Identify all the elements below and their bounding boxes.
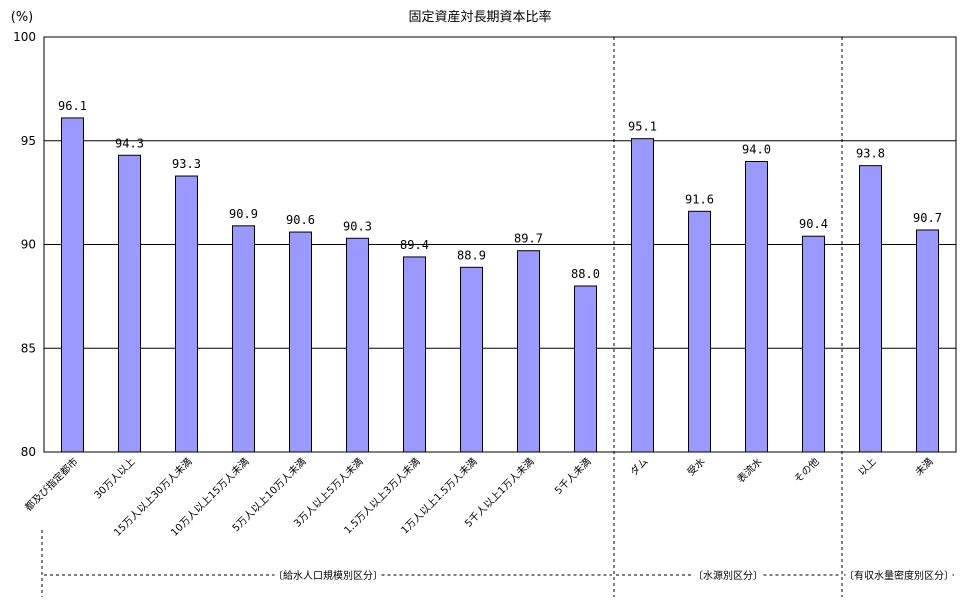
category-label: 5千人未満 xyxy=(552,456,593,497)
data-label: 93.8 xyxy=(856,147,885,161)
bar xyxy=(517,250,540,453)
category-label: 表流水 xyxy=(734,455,764,485)
bar xyxy=(460,266,483,453)
bar xyxy=(289,231,312,453)
y-tick-label: 100 xyxy=(13,30,36,44)
chart-title: 固定資産対長期資本比率 xyxy=(408,9,551,25)
data-labels: 96.1 94.3 93.3 90.9 90.6 90.3 89.4 88.9 89.7 88.0… xyxy=(58,99,942,281)
bars xyxy=(61,117,939,453)
data-label: 91.6 xyxy=(685,192,714,206)
bar xyxy=(916,229,939,453)
y-tick-label: 95 xyxy=(21,134,36,148)
y-axis-label: (%) xyxy=(11,10,34,25)
data-label: 94.3 xyxy=(115,136,144,150)
group-label: 〔水源別区分〕 xyxy=(693,569,763,582)
bar xyxy=(688,210,711,453)
bar xyxy=(859,165,882,453)
group-label: 〔給水人口規模別区分〕 xyxy=(273,569,383,582)
data-label: 90.9 xyxy=(229,207,258,221)
category-label: 未満 xyxy=(913,456,936,479)
bar xyxy=(232,225,255,453)
data-label: 96.1 xyxy=(58,99,87,113)
data-label: 90.7 xyxy=(913,211,942,225)
data-label: 93.3 xyxy=(172,157,201,171)
bar xyxy=(118,154,141,453)
bar xyxy=(175,175,198,453)
category-label: 都及び指定都市 xyxy=(22,455,81,514)
category-label: ダム xyxy=(627,455,650,478)
data-label: 94.0 xyxy=(742,143,771,157)
y-tick-label: 90 xyxy=(21,238,36,252)
data-label: 95.1 xyxy=(628,120,657,134)
y-tick-label: 85 xyxy=(21,341,36,355)
group-label: 〔有収水量密度別区分〕 xyxy=(844,569,954,582)
data-label: 89.7 xyxy=(514,232,543,246)
category-label: 受水 xyxy=(685,456,708,479)
y-tick-label: 80 xyxy=(21,445,36,459)
bar xyxy=(346,237,369,453)
bar xyxy=(61,117,84,453)
data-label: 90.4 xyxy=(799,217,828,231)
plot-area xyxy=(43,36,957,453)
bar xyxy=(631,138,654,453)
data-label: 88.0 xyxy=(571,267,600,281)
bar xyxy=(745,161,768,453)
group-dividers xyxy=(41,37,843,597)
data-label: 89.4 xyxy=(400,238,429,252)
y-tick-labels: 80 85 90 95 100 xyxy=(13,30,36,459)
category-label: その他 xyxy=(791,455,821,485)
data-label: 90.3 xyxy=(343,219,372,233)
group-labels: 〔給水人口規模別区分〕 〔水源別区分〕 〔有収水量密度別区分〕 xyxy=(44,569,954,582)
bar xyxy=(403,256,426,453)
data-label: 88.9 xyxy=(457,248,486,262)
bar xyxy=(802,235,825,453)
bar xyxy=(574,285,597,453)
category-label: 30万人以上 xyxy=(92,456,138,502)
category-label: 以上 xyxy=(856,456,879,479)
data-label: 90.6 xyxy=(286,213,315,227)
category-labels: 都及び指定都市 30万人以上15万人以上30万人未満10万人以上15万人未満5万人… xyxy=(22,455,936,539)
